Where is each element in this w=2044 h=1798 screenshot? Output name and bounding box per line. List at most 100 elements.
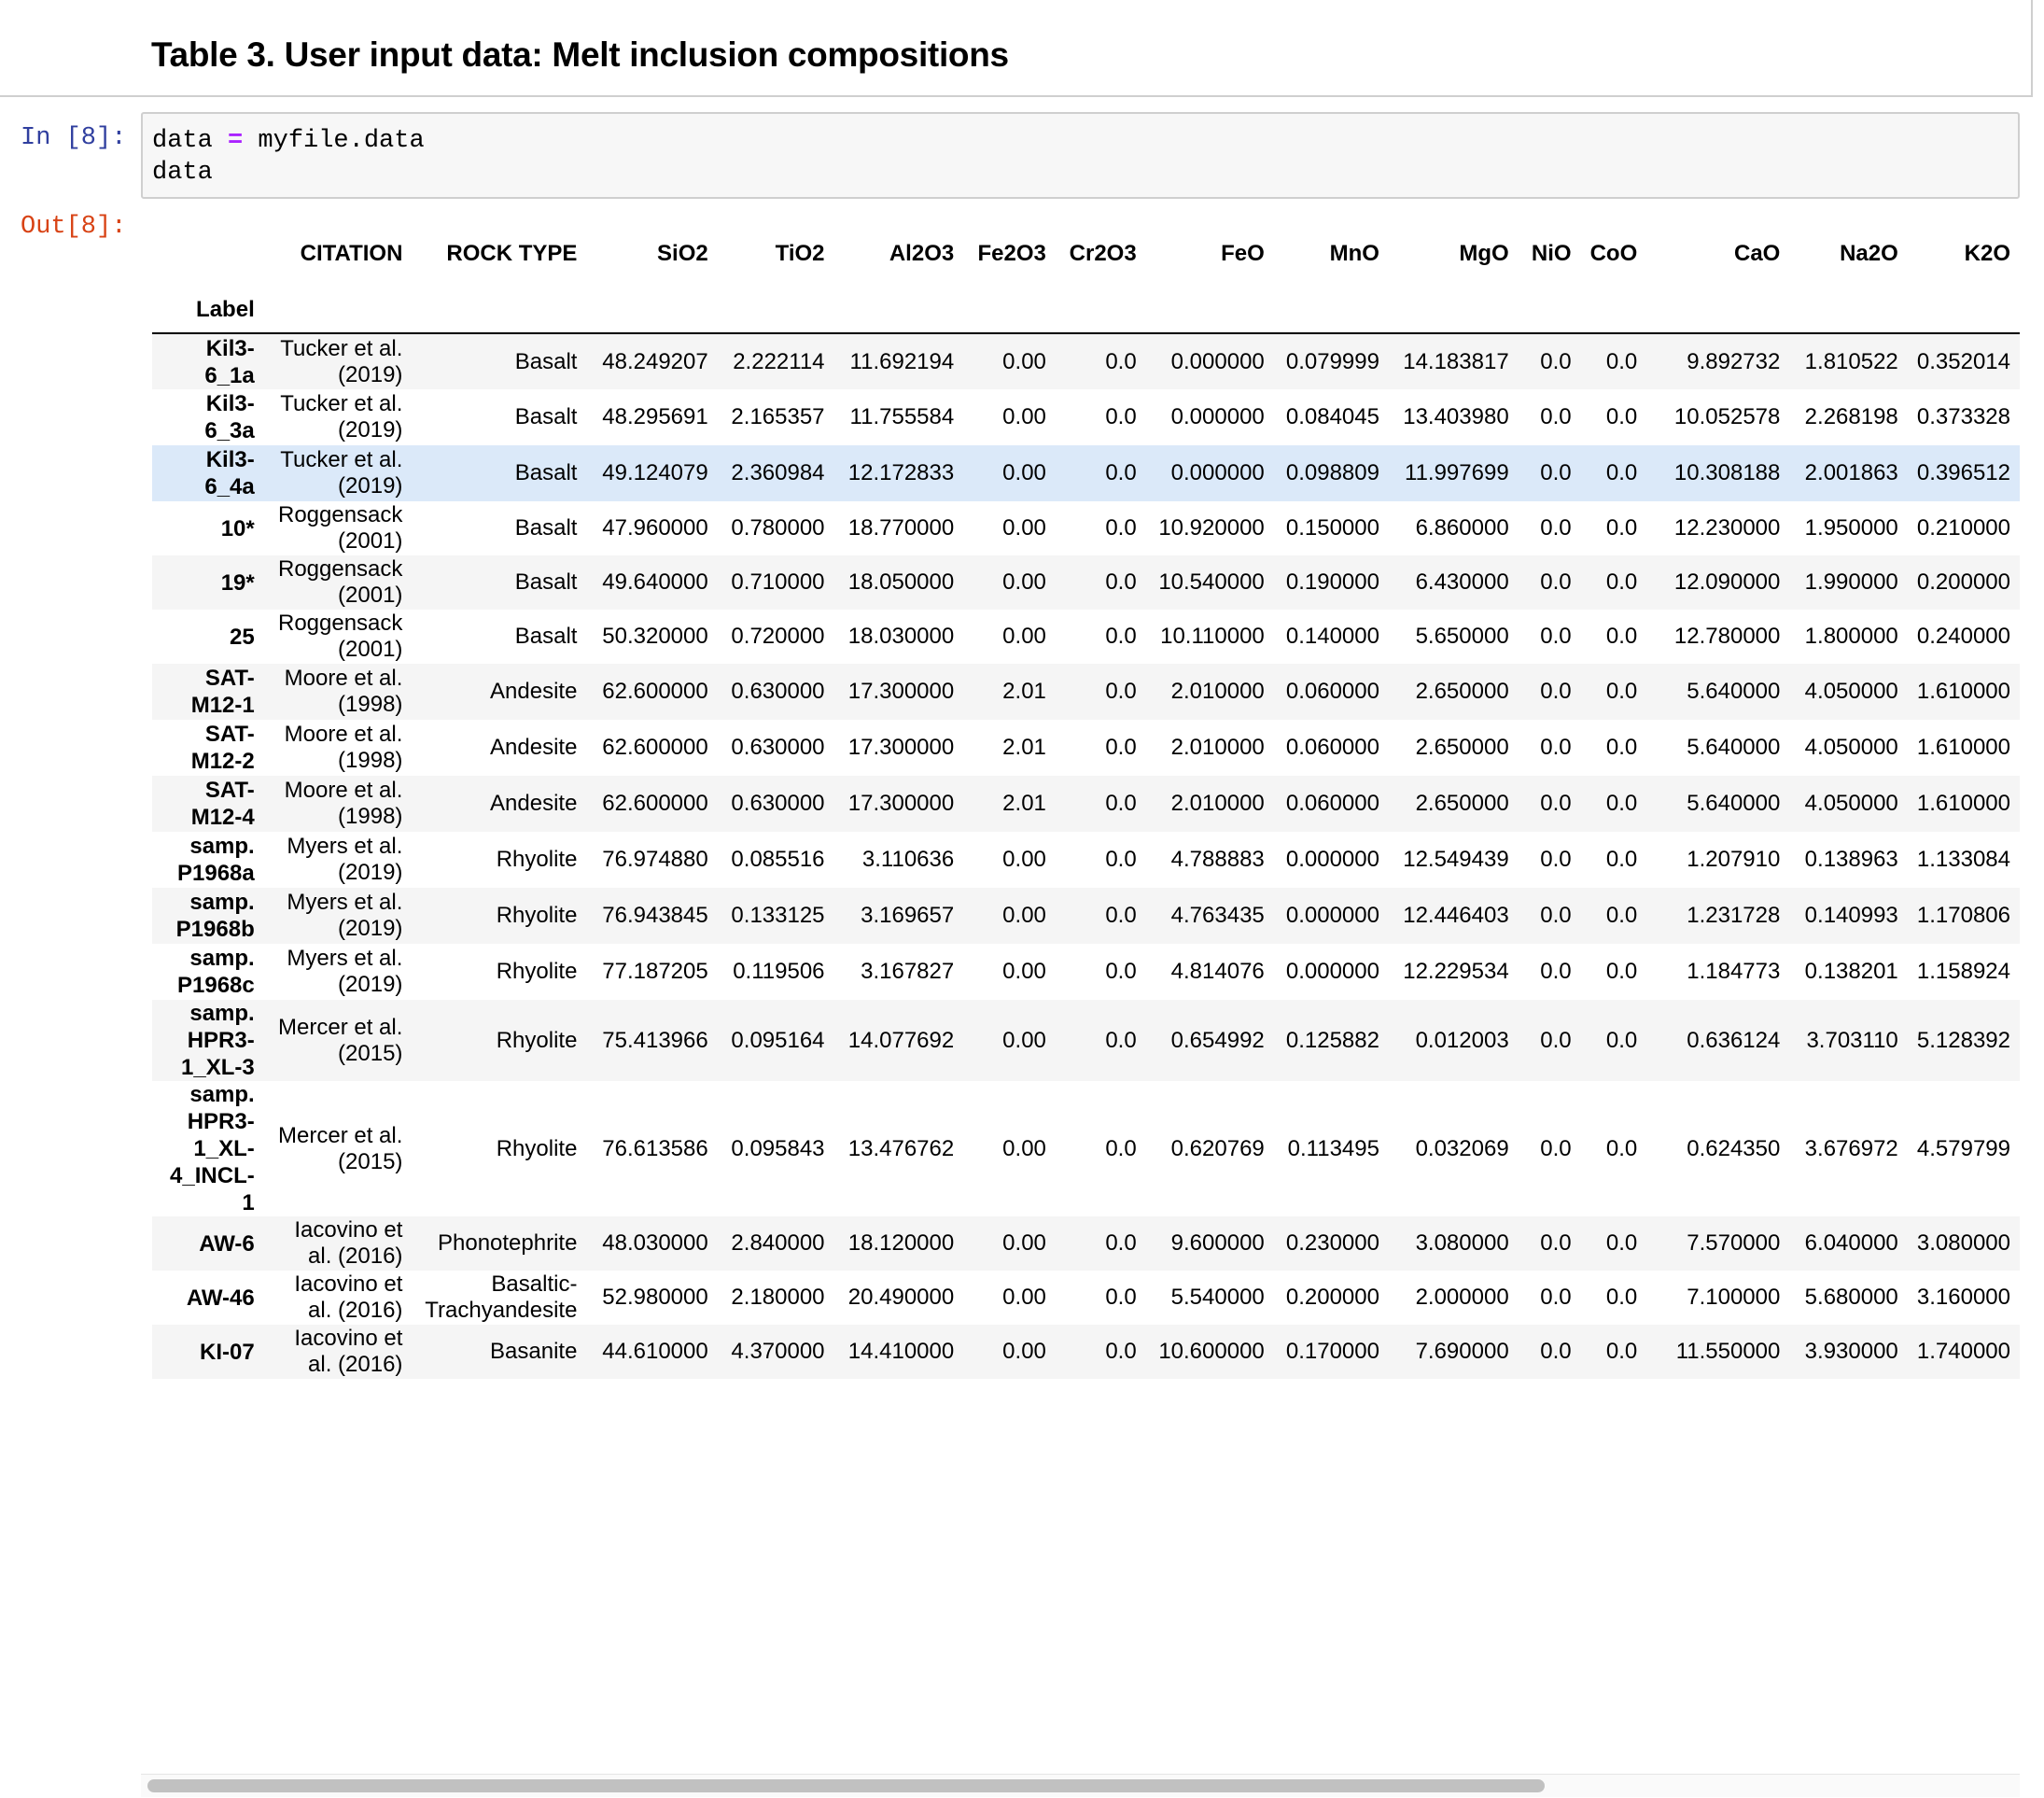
table-cell: Rhyolite: [496, 1027, 578, 1053]
table-body: Kil3-6_1a Tucker et al. (2019) Basalt 48.24…: [152, 333, 2020, 1379]
table-cell: 2.650000: [1415, 791, 1509, 816]
table-cell: 0.0: [1605, 569, 1638, 595]
table-cell: 10.110000: [1160, 624, 1265, 649]
table-cell: 0.0: [1540, 1027, 1572, 1053]
table-row[interactable]: Kil3-6_3a Tucker et al. (2019) Basalt 48.29…: [152, 389, 2020, 445]
table-cell: 0.0: [1540, 624, 1572, 649]
column-header: FeO: [1221, 241, 1265, 266]
output-area[interactable]: CITATION ROCK TYPE SiO2 TiO2 Al2O3 Fe2O3 Cr2O3…: [141, 213, 2020, 1774]
table-cell: 1.610000: [1916, 735, 2010, 760]
table-cell: 0.210000: [1916, 515, 2010, 541]
table-cell: 0.200000: [1916, 569, 2010, 595]
scrollbar-thumb[interactable]: [147, 1779, 1545, 1792]
table-cell: 5.650000: [1415, 624, 1509, 649]
table-cell: 0.0: [1105, 959, 1137, 984]
table-cell: 0.0: [1105, 569, 1137, 595]
table-row[interactable]: AW-46 Iacovino et al. (2016) Basaltic-Trac…: [152, 1271, 2020, 1325]
table-cell: 3.676972: [1804, 1135, 1898, 1161]
table-cell: 1.231728: [1687, 903, 1781, 928]
table-row[interactable]: 10* Roggensack (2001) Basalt 47.960000 0.780…: [152, 501, 2020, 555]
table-cell: 0.140993: [1804, 903, 1898, 928]
code-input-area[interactable]: data = myfile.data data: [141, 112, 2020, 199]
table-cell: 9.892732: [1687, 348, 1781, 374]
markdown-cell[interactable]: Table 3. User input data: Melt inclusion…: [0, 0, 2033, 97]
code-token: myfile.data: [243, 127, 425, 155]
table-cell: 0.000000: [1285, 903, 1379, 928]
table-row[interactable]: 19* Roggensack (2001) Basalt 49.640000 0.710…: [152, 555, 2020, 610]
table-cell: 13.476762: [847, 1135, 955, 1161]
table-cell: 14.410000: [847, 1339, 955, 1364]
table-cell: 0.00: [1002, 1339, 1046, 1364]
table-cell: Roggensack (2001): [277, 502, 403, 554]
table-cell: Moore et al. (1998): [284, 722, 403, 773]
table-cell: 0.0: [1605, 847, 1638, 872]
table-cell: 0.00: [1002, 847, 1046, 872]
table-cell: 76.613586: [602, 1135, 708, 1161]
table-cell: Rhyolite: [496, 1135, 578, 1161]
table-cell: 7.100000: [1687, 1285, 1781, 1310]
table-cell: 0.624350: [1687, 1135, 1781, 1161]
table-cell: 0.0: [1105, 735, 1137, 760]
table-row[interactable]: KI-07 Iacovino et al. (2016) Basanite 44.61…: [152, 1325, 2020, 1379]
table-cell: 0.095843: [731, 1135, 825, 1161]
table-row[interactable]: samp. HPR3-1_XL-4_INCL-1 Mercer et al. (2…: [152, 1081, 2020, 1216]
table-row[interactable]: samp. P1968a Myers et al. (2019) Rhyolite 7…: [152, 832, 2020, 888]
table-cell: 0.060000: [1285, 679, 1379, 704]
table-cell: 0.098809: [1285, 460, 1379, 485]
table-cell: 0.170000: [1285, 1339, 1379, 1364]
table-cell: 3.160000: [1916, 1285, 2010, 1310]
table-cell: 0.0: [1105, 1027, 1137, 1053]
table-cell: 0.125882: [1285, 1027, 1379, 1053]
row-label: Kil3-6_3a: [204, 391, 255, 443]
table-cell: 0.620769: [1170, 1135, 1265, 1161]
table-cell: 0.000000: [1285, 959, 1379, 984]
table-row[interactable]: Kil3-6_4a Tucker et al. (2019) Basalt 49.12…: [152, 445, 2020, 501]
table-cell: 2.222114: [733, 348, 825, 374]
row-label: 25: [230, 624, 255, 650]
table-cell: 12.230000: [1673, 515, 1781, 541]
table-cell: 0.00: [1002, 404, 1046, 429]
table-cell: 7.690000: [1415, 1339, 1509, 1364]
table-cell: 0.095164: [731, 1027, 825, 1053]
column-header: Fe2O3: [977, 241, 1046, 266]
horizontal-scrollbar[interactable]: [141, 1774, 2020, 1797]
table-cell: 0.079999: [1285, 348, 1379, 374]
table-cell: 0.0: [1105, 903, 1137, 928]
table-cell: 0.0: [1540, 404, 1572, 429]
table-cell: 14.183817: [1403, 348, 1509, 374]
table-cell: 2.01: [1002, 679, 1046, 704]
table-cell: 0.780000: [731, 515, 825, 541]
table-cell: 5.680000: [1804, 1285, 1898, 1310]
table-cell: 18.120000: [847, 1230, 955, 1256]
table-cell: 4.763435: [1170, 903, 1265, 928]
table-cell: 3.110636: [861, 847, 955, 872]
table-cell: 1.184773: [1687, 959, 1781, 984]
table-cell: Myers et al. (2019): [287, 834, 403, 885]
table-row[interactable]: SAT-M12-1 Moore et al. (1998) Andesite 62.6…: [152, 664, 2020, 720]
table-cell: 0.0: [1540, 1339, 1572, 1364]
table-row[interactable]: samp. P1968c Myers et al. (2019) Rhyolite 7…: [152, 944, 2020, 1000]
table-row[interactable]: SAT-M12-2 Moore et al. (1998) Andesite 62.6…: [152, 720, 2020, 776]
table-cell: 12.229534: [1403, 959, 1509, 984]
table-row[interactable]: 25 Roggensack (2001) Basalt 50.320000 0.7200…: [152, 610, 2020, 664]
table-cell: Basalt: [514, 624, 578, 649]
table-cell: 0.000000: [1170, 460, 1265, 485]
table-cell: 12.780000: [1673, 624, 1781, 649]
table-cell: 0.138201: [1804, 959, 1898, 984]
table-row[interactable]: SAT-M12-4 Moore et al. (1998) Andesite 62.6…: [152, 776, 2020, 832]
table-cell: Basalt: [514, 515, 578, 541]
table-cell: 0.0: [1540, 791, 1572, 816]
table-row[interactable]: AW-6 Iacovino et al. (2016) Phonotephrite 4…: [152, 1216, 2020, 1271]
table-row[interactable]: samp. P1968b Myers et al. (2019) Rhyolite 7…: [152, 888, 2020, 944]
table-cell: 2.010000: [1170, 735, 1265, 760]
table-cell: 0.000000: [1170, 404, 1265, 429]
table-cell: 4.050000: [1804, 735, 1898, 760]
table-row[interactable]: Kil3-6_1a Tucker et al. (2019) Basalt 48.24…: [152, 333, 2020, 389]
table-cell: Rhyolite: [496, 903, 578, 928]
table-cell: 10.920000: [1158, 515, 1265, 541]
table-cell: 0.0: [1105, 348, 1137, 374]
table-cell: 0.00: [1002, 903, 1046, 928]
table-cell: 0.710000: [731, 569, 825, 595]
table-cell: 62.600000: [602, 735, 708, 760]
table-row[interactable]: samp. HPR3-1_XL-3 Mercer et al. (2015) Rhy…: [152, 1000, 2020, 1081]
